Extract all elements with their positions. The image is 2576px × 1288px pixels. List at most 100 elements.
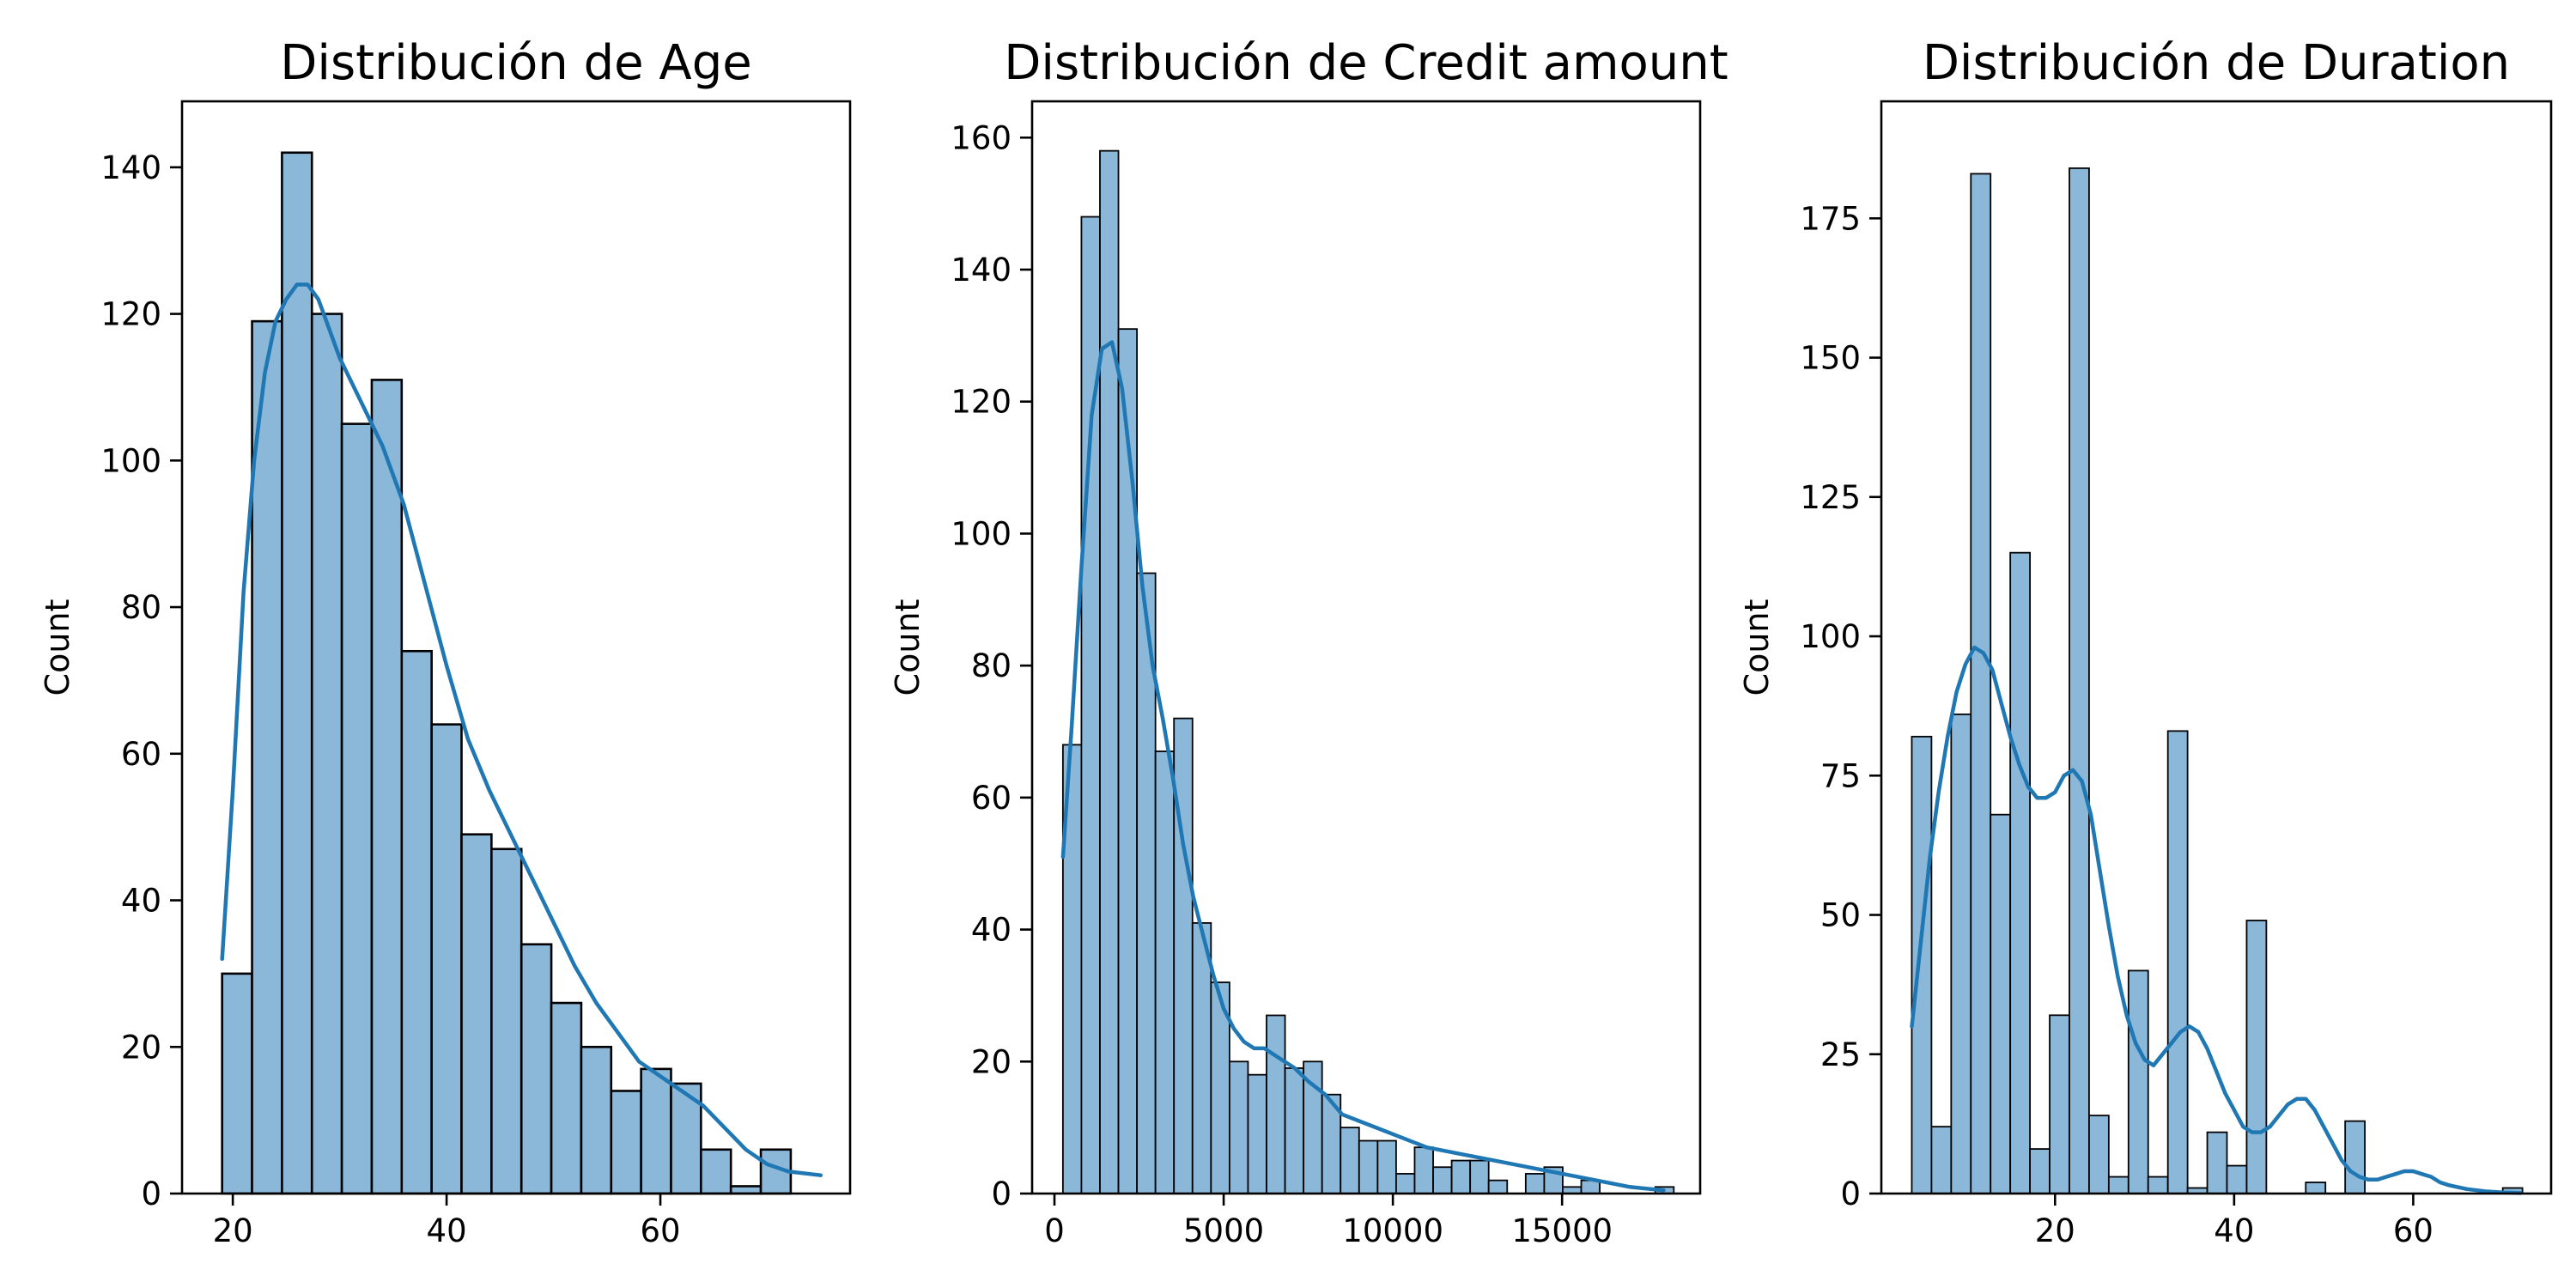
subplot-age: Distribución de Age Count 0 20 40 60 80 100 12…	[39, 35, 852, 1249]
kde-line	[1910, 645, 2523, 1195]
histogram-bar	[2206, 1131, 2228, 1194]
y-tick-label: 0	[1840, 1176, 1861, 1212]
y-tick-label: 20	[121, 1029, 161, 1066]
chart-title-age: Distribución de Age	[280, 35, 751, 91]
subplot-duration: Distribución de Duration Count 0 25 50 75 10…	[1738, 35, 2553, 1249]
y-tick-label: 175	[1800, 200, 1861, 237]
histogram-bar	[1284, 1067, 1305, 1194]
histogram-bar	[610, 1090, 642, 1195]
histogram-bar	[2147, 1176, 2169, 1194]
histogram-bar	[2305, 1182, 2327, 1194]
histogram-bar	[1524, 1173, 1546, 1194]
histogram-bar	[340, 422, 374, 1195]
histogram-bar	[2344, 1120, 2366, 1194]
histogram-bar	[460, 833, 493, 1195]
x-tick-label: 20	[2035, 1212, 2075, 1249]
histogram-bar	[1395, 1173, 1416, 1194]
histogram-bar	[519, 943, 553, 1195]
histogram-bar	[1930, 1126, 1953, 1194]
histogram-bar	[1450, 1159, 1472, 1194]
histogram-bar	[2107, 1176, 2129, 1194]
histogram-bar	[430, 723, 463, 1195]
histogram-bar	[550, 1001, 583, 1195]
x-tick-label: 60	[641, 1212, 681, 1249]
x-tick-label: 20	[213, 1212, 253, 1249]
y-tick-label: 120	[100, 296, 161, 333]
kde-line	[1060, 340, 1666, 1193]
histogram-bar	[640, 1067, 672, 1195]
histogram-bar	[1154, 750, 1176, 1194]
y-axis-label-duration: Count	[1738, 599, 1776, 696]
x-tick-label: 5000	[1183, 1212, 1264, 1249]
y-tick-label: 60	[971, 780, 1012, 817]
y-tick-label: 20	[971, 1043, 1012, 1080]
histogram-bar	[2029, 1148, 2050, 1194]
histogram-bar	[1376, 1139, 1397, 1194]
axes-frame	[180, 100, 852, 1195]
plot-area-duration: 0 25 50 75 100 125 150 175 20 40 60	[1800, 100, 2553, 1249]
x-tick-label: 0	[1044, 1212, 1065, 1249]
x-tick-label: 40	[427, 1212, 467, 1249]
histogram-bar	[2088, 1115, 2110, 1194]
y-tick-label: 125	[1800, 479, 1861, 516]
y-tick-label: 100	[100, 442, 161, 479]
histogram-bar	[1469, 1159, 1490, 1194]
histogram-bar	[580, 1045, 613, 1195]
y-tick-label: 100	[1800, 618, 1861, 655]
x-tick-label: 60	[2393, 1212, 2433, 1249]
histogram-bar	[1911, 735, 1933, 1194]
histogram-bar	[1080, 216, 1101, 1194]
axes-frame	[1030, 100, 1702, 1195]
histogram-bar	[2245, 920, 2268, 1194]
histogram-bar	[1413, 1146, 1434, 1194]
plot-area-credit-amount: 0 20 40 60 80 100 120 140 160 0 5000 10000 15000	[951, 100, 1702, 1249]
histogram-bar	[281, 151, 313, 1195]
x-tick-label: 15000	[1511, 1212, 1613, 1249]
histogram-bar	[400, 649, 433, 1195]
histogram-bar	[2166, 730, 2189, 1194]
y-tick-label: 120	[951, 384, 1012, 421]
y-tick-label: 40	[971, 912, 1012, 949]
histogram-bar	[1358, 1139, 1379, 1194]
subplot-credit-amount: Distribución de Credit amount Count 0 20 4…	[889, 35, 1728, 1249]
y-tick-label: 80	[971, 647, 1012, 684]
histogram-bar	[1173, 717, 1194, 1194]
histogram-bar	[1432, 1166, 1453, 1194]
histogram-bar	[2069, 167, 2090, 1194]
y-tick-label: 40	[121, 883, 161, 920]
kde-line	[220, 283, 823, 1177]
histogram-bar	[1191, 921, 1212, 1194]
y-tick-label: 100	[951, 515, 1012, 552]
plot-area-age: 0 20 40 60 80 100 120 140 20 40 60	[100, 100, 852, 1249]
y-tick-label: 50	[1820, 897, 1861, 934]
histogram-bar	[490, 848, 523, 1195]
histogram-bar	[1487, 1179, 1509, 1194]
histogram-bar	[2226, 1164, 2248, 1194]
histogram-bar	[310, 313, 343, 1195]
y-tick-label: 80	[121, 589, 161, 626]
y-tick-label: 60	[121, 736, 161, 773]
y-tick-label: 140	[100, 149, 161, 186]
histogram-bar	[1950, 713, 1972, 1194]
histogram-bar	[1990, 813, 2012, 1194]
histogram-bar	[1117, 328, 1138, 1194]
histogram-bar	[1099, 149, 1120, 1194]
x-tick-label: 40	[2214, 1212, 2254, 1249]
axes-frame	[1880, 100, 2553, 1195]
histogram-bar	[1970, 173, 1992, 1194]
histogram-bar	[1228, 1060, 1249, 1194]
y-tick-label: 25	[1820, 1036, 1861, 1073]
histogram-bar	[1340, 1127, 1360, 1194]
histogram-bar	[700, 1148, 732, 1195]
y-tick-label: 0	[141, 1176, 161, 1212]
histogram-bar	[2049, 1014, 2070, 1194]
histogram-bar	[1247, 1073, 1267, 1194]
histogram-bar	[370, 379, 404, 1195]
x-tick-label: 10000	[1342, 1212, 1443, 1249]
chart-title-credit-amount: Distribución de Credit amount	[1004, 35, 1728, 91]
y-tick-label: 160	[951, 119, 1012, 156]
y-axis-label-age: Count	[39, 599, 76, 696]
histogram-bar	[221, 972, 253, 1195]
y-axis-label-credit-amount: Count	[889, 599, 927, 696]
